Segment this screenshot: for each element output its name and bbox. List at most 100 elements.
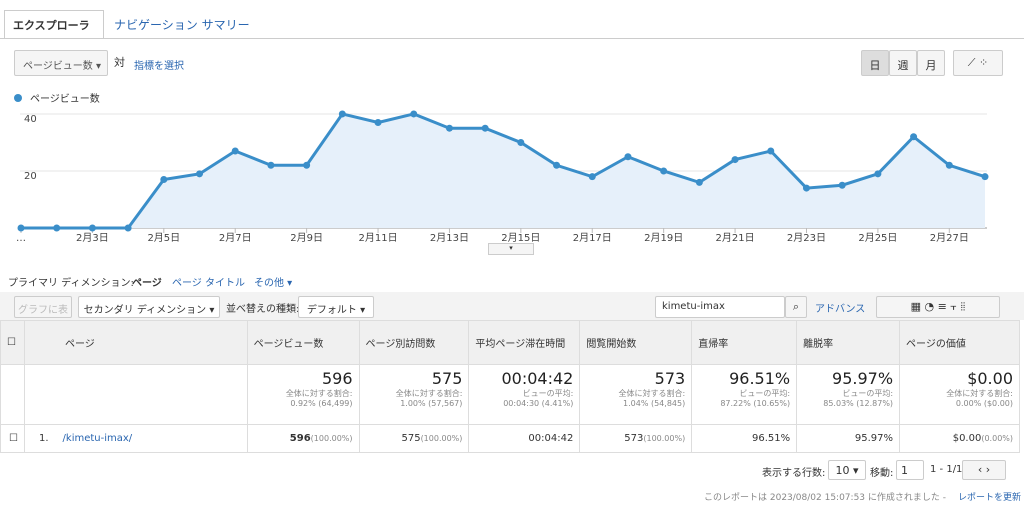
totals-sub: ビューの平均: — [842, 389, 894, 398]
point — [695, 178, 703, 186]
metric-select[interactable]: ページビュー数 ▾ — [14, 50, 108, 76]
sort-text: デフォルト — [306, 305, 357, 316]
tab[interactable]: ナビゲーション サマリー — [114, 18, 250, 32]
totals-sub: 全体に対する割合: — [285, 389, 353, 398]
area — [21, 113, 985, 228]
point — [124, 224, 132, 232]
data-cell: 575(100.00%) — [358, 424, 470, 453]
chart-collapse[interactable]: ▾ — [488, 243, 534, 255]
point — [553, 161, 561, 169]
header-cell: 直帰率 — [691, 320, 798, 365]
x-tick-label: 2月11日 — [358, 232, 397, 244]
totals-sub: 1.04% (54,845) — [623, 399, 686, 408]
dimension-label: プライマリ ディメンション: — [8, 278, 134, 289]
data-cell: 573(100.00%) — [579, 424, 693, 453]
period-button[interactable]: 日 — [861, 50, 889, 76]
point — [88, 224, 96, 232]
point — [624, 153, 632, 161]
totals-cell: 95.97% ビューの平均: 85.03% (12.87%) — [796, 364, 901, 425]
dimension-option[interactable]: ページ — [132, 278, 162, 289]
point — [17, 224, 25, 232]
totals-sub: 85.03% (12.87%) — [823, 399, 894, 408]
totals-cell: 575 全体に対する割合: 1.00% (57,567) — [358, 364, 470, 425]
dimension-option-text: その他 — [254, 278, 284, 289]
advanced-link[interactable]: アドバンス — [815, 304, 866, 315]
point — [410, 110, 418, 118]
x-tick-label: 2月23日 — [787, 232, 826, 244]
rows-select[interactable]: 10 ▾ — [828, 460, 866, 480]
x-tick-label: 2月3日 — [76, 232, 109, 244]
x-tick-label: 2月7日 — [219, 232, 252, 244]
legend-marker — [14, 94, 22, 102]
totals-cell: 00:04:42 ビューの平均: 00:04:30 (4.41%) — [468, 364, 581, 425]
dimension-option[interactable]: その他 ▾ — [254, 278, 293, 289]
point — [910, 133, 918, 141]
sort-label: 並べ替えの種類: — [226, 304, 300, 315]
totals-sub: 全体に対する割合: — [946, 389, 1013, 398]
dimension-option[interactable]: ページ タイトル — [172, 278, 245, 289]
point — [588, 173, 596, 181]
totals-value: 573 — [654, 369, 686, 388]
view-buttons[interactable]: ▦ ◔ ≡ ⫟ ⦙⦙ — [876, 296, 1000, 318]
cell-value: 00:04:42 — [528, 433, 574, 444]
cell-share: (100.00%) — [643, 434, 686, 443]
legend-label: ページビュー数 — [30, 92, 100, 105]
totals-value: 00:04:42 — [501, 369, 574, 388]
totals-sub: 87.22% (10.65%) — [720, 399, 791, 408]
x-tick-label: 2月15日 — [501, 232, 540, 244]
totals-cell — [0, 364, 25, 425]
totals-value: $0.00 — [967, 369, 1013, 388]
cell-value: $0.00 — [952, 433, 982, 444]
goto-label: 移動: — [870, 468, 894, 479]
header-cell: ページの価値 — [899, 320, 1020, 365]
totals-cell: $0.00 全体に対する割合: 0.00% ($0.00) — [899, 364, 1020, 425]
goto-input[interactable]: 1 — [896, 460, 924, 480]
chart: ページビュー数 20 40 … 2月3日 2月5日 2月7日 2月9日 2月11日 2月13日 2月… — [14, 92, 989, 244]
plot-button[interactable]: グラフに表示 — [14, 296, 72, 331]
header-cell: ☐ — [0, 320, 25, 365]
x-tick-label: … — [16, 233, 26, 244]
line — [21, 112, 986, 230]
totals-row: 596 全体に対する割合: 0.92% (64,499) 575 全体に対する割合: 1.… — [0, 364, 1020, 425]
refresh-link[interactable]: レポートを更新 — [958, 493, 1022, 503]
page-link[interactable]: /kimetu-imax/ — [62, 433, 133, 444]
data-cell: 596(100.00%) — [246, 424, 360, 453]
period-button[interactable]: 月 — [917, 50, 945, 76]
x-tick-label: 2月19日 — [644, 232, 683, 244]
search-input[interactable]: kimetu-imax — [655, 296, 785, 318]
cell-share: (0.00%) — [981, 434, 1013, 443]
x-tick-label: 2月5日 — [147, 232, 180, 244]
totals-value: 596 — [321, 369, 353, 388]
search-button[interactable]: ⌕ — [785, 296, 807, 318]
report-note: このレポートは 2023/08/02 15:07:53 に作成されました - — [704, 493, 946, 503]
sort-select[interactable]: デフォルト ▾ — [298, 296, 374, 318]
tab[interactable]: エクスプローラ — [4, 10, 104, 38]
pager[interactable]: ‹ › — [962, 460, 1006, 480]
period-button[interactable]: 週 — [889, 50, 917, 76]
totals-sub: 0.00% ($0.00) — [955, 399, 1013, 408]
cell-value: 95.97% — [854, 433, 894, 444]
x-tick-label: 2月9日 — [290, 232, 323, 244]
totals-value: 95.97% — [832, 369, 894, 388]
chart-type-buttons[interactable]: ⟋ ⁘ — [953, 50, 1003, 76]
header-cell: ページビュー数 — [246, 320, 360, 365]
point — [338, 110, 346, 118]
x-tick-label: 2月13日 — [430, 232, 469, 244]
data-cell: 96.51% — [691, 424, 798, 453]
cell-share: (100.00%) — [310, 434, 353, 443]
header-cell: ページ — [23, 320, 248, 365]
page-cell: 1. /kimetu-imax/ — [23, 424, 248, 453]
cell-share: (100.00%) — [420, 434, 463, 443]
point — [660, 167, 668, 175]
data-cell: 95.97% — [796, 424, 901, 453]
totals-sub: 全体に対する割合: — [395, 389, 463, 398]
point — [731, 156, 739, 164]
totals-value: 96.51% — [729, 369, 791, 388]
secondary-dimension[interactable]: セカンダリ ディメンション ▾ — [78, 296, 220, 318]
choose-metric[interactable]: 指標を選択 — [134, 61, 184, 72]
checkbox-cell: ☐ — [0, 424, 25, 453]
header-cell: ページ別訪問数 — [358, 320, 470, 365]
point — [945, 161, 953, 169]
point — [53, 224, 61, 232]
